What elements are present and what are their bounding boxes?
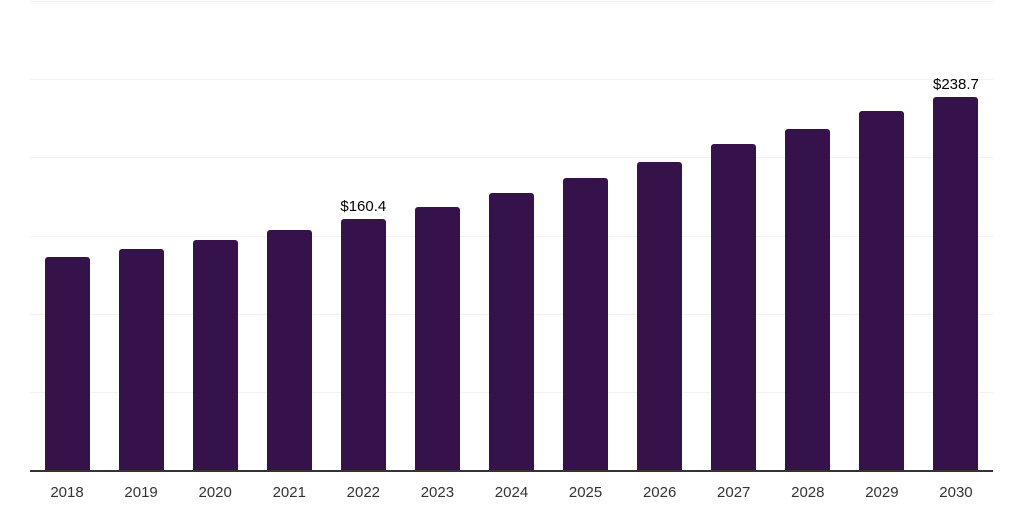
gridline-250	[30, 79, 993, 81]
x-tick-label-2022: 2022	[346, 484, 381, 501]
bar-2023	[414, 207, 460, 470]
bar-2019	[118, 248, 164, 470]
bar-2026	[637, 162, 683, 470]
bar-2022	[340, 219, 386, 470]
x-tick-label-2030: 2030	[939, 484, 973, 501]
x-tick-label-2027: 2027	[717, 484, 751, 501]
plot-area: $160.4 $238.7	[30, 1, 993, 472]
x-tick-label-2019: 2019	[124, 484, 158, 501]
bar-2020	[192, 240, 238, 470]
bar-2027	[711, 144, 757, 470]
bar-2029	[859, 110, 905, 470]
x-tick-label-2029: 2029	[865, 484, 899, 501]
bar-2021	[266, 230, 312, 470]
data-label-2022: $160.4	[340, 198, 387, 216]
x-tick-label-2025: 2025	[568, 484, 603, 501]
bar-2024	[489, 193, 534, 470]
bar-2025	[563, 178, 609, 470]
gridline-300	[30, 1, 993, 2]
x-tick-label-2028: 2028	[791, 484, 825, 501]
bar-2028	[785, 128, 831, 470]
bar-2030	[933, 96, 979, 470]
x-axis-labels: 2018 2019 2020 2021 2022 2023 2024 2025 2026 2027…	[30, 484, 993, 506]
gridline-200	[30, 157, 993, 159]
x-tick-label-2026: 2026	[642, 484, 677, 501]
x-tick-label-2024: 2024	[494, 484, 529, 501]
x-tick-label-2021: 2021	[272, 484, 306, 501]
data-label-2030: $238.7	[933, 75, 979, 93]
bar-2018	[44, 257, 90, 470]
x-tick-label-2020: 2020	[198, 484, 232, 501]
x-tick-label-2023: 2023	[420, 484, 455, 501]
x-tick-label-2018: 2018	[50, 484, 84, 501]
